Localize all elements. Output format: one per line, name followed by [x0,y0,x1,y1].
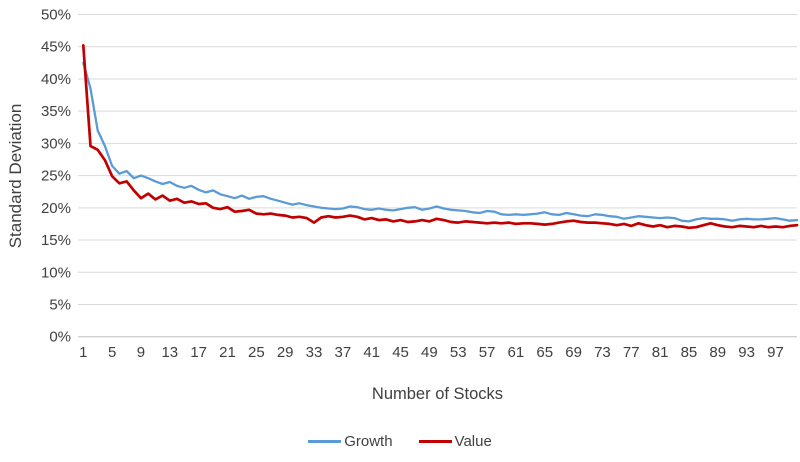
x-tick-label-37: 37 [335,344,352,361]
legend: Growth Value [0,433,800,450]
x-tick-label-57: 57 [479,344,496,361]
x-tick-label-13: 13 [161,344,178,361]
y-tick-label-15: 15% [41,232,71,249]
x-tick-label-81: 81 [652,344,669,361]
x-tick-label-5: 5 [108,344,116,361]
y-tick-label-10: 10% [41,264,71,281]
x-tick-label-85: 85 [681,344,698,361]
x-tick-label-41: 41 [363,344,380,361]
legend-label-growth: Growth [344,433,393,450]
x-tick-label-21: 21 [219,344,236,361]
y-tick-label-40: 40% [41,71,71,88]
x-tick-label-53: 53 [450,344,467,361]
y-tick-label-35: 35% [41,103,71,120]
y-tick-label-50: 50% [41,7,71,24]
legend-item-value: Value [418,433,492,450]
x-tick-label-73: 73 [594,344,611,361]
value-line-swatch-icon [418,440,452,443]
growth-line-swatch-icon [308,440,342,443]
x-tick-label-9: 9 [137,344,145,361]
y-tick-label-0: 0% [49,329,71,346]
x-tick-label-33: 33 [306,344,323,361]
y-tick-label-30: 30% [41,135,71,152]
x-tick-label-49: 49 [421,344,438,361]
x-tick-label-17: 17 [190,344,207,361]
y-tick-label-20: 20% [41,200,71,217]
x-tick-label-77: 77 [623,344,640,361]
x-tick-label-61: 61 [508,344,525,361]
legend-label-value: Value [454,433,492,450]
y-tick-label-45: 45% [41,39,71,56]
x-tick-label-29: 29 [277,344,294,361]
legend-item-growth: Growth [308,433,393,450]
y-tick-label-25: 25% [41,168,71,185]
x-tick-label-25: 25 [248,344,265,361]
x-tick-label-65: 65 [536,344,553,361]
x-tick-label-1: 1 [79,344,87,361]
x-tick-label-45: 45 [392,344,409,361]
x-tick-label-89: 89 [709,344,726,361]
plot-area: 0% 5% 10% 15% 20% 25% 30% 35% 40% 45% 50% 1 5 9 13 17 21… [41,7,799,361]
x-axis-title: Number of Stocks [371,385,504,403]
y-axis-title: Standard Deviation [6,103,25,249]
x-tick-label-69: 69 [565,344,582,361]
y-tick-label-5: 5% [49,296,71,313]
x-tick-label-93: 93 [738,344,755,361]
x-tick-label-97: 97 [767,344,784,361]
series-line-value [81,44,799,230]
series-line-growth [82,61,799,223]
